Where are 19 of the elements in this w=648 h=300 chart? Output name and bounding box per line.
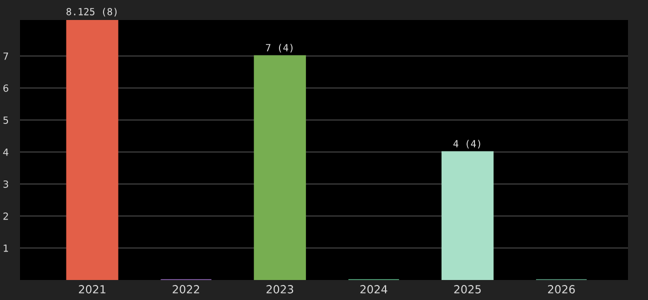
- y-tick-label: 5: [3, 116, 8, 124]
- x-tick-label: 2025: [454, 285, 481, 294]
- y-tick-label: 3: [3, 180, 8, 188]
- data-label: 4 (4): [453, 140, 480, 148]
- x-tick-label: 2023: [266, 285, 294, 294]
- y-tick-label: 2: [3, 212, 8, 220]
- data-label: 8.125 (8): [66, 8, 117, 16]
- x-tick-label: 2022: [172, 285, 200, 294]
- y-tick-label: 6: [3, 84, 8, 92]
- y-tick-label: 4: [3, 148, 8, 156]
- x-tick-label: 2024: [360, 285, 388, 294]
- bar: [66, 20, 118, 280]
- y-tick-label: 1: [4, 244, 8, 252]
- bar: [254, 55, 306, 280]
- data-label: 7 (4): [266, 44, 293, 52]
- bar: [442, 151, 494, 280]
- x-tick-label: 2021: [78, 285, 106, 294]
- x-tick-label: 2026: [548, 285, 575, 294]
- y-tick-label: 7: [4, 52, 8, 60]
